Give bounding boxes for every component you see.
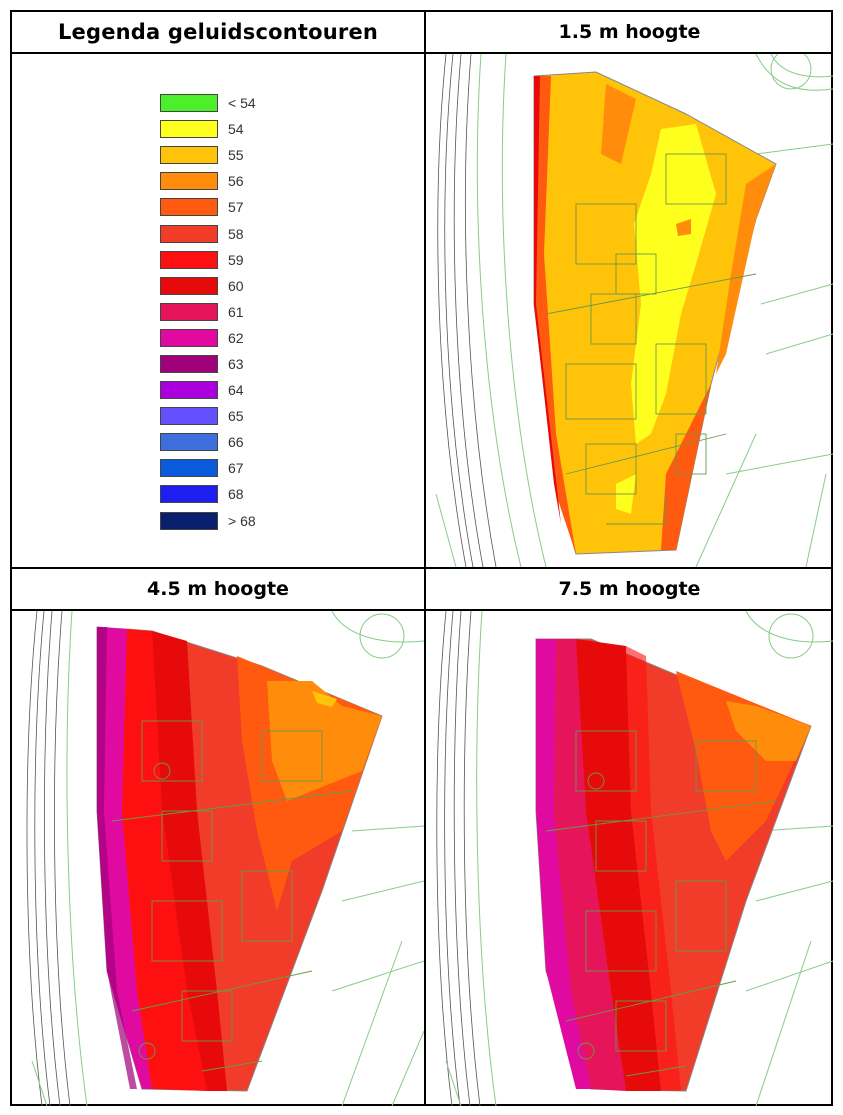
legend-swatch	[160, 146, 218, 165]
legend-swatch	[160, 407, 218, 426]
legend-item: 57	[160, 194, 256, 220]
legend-label: 61	[228, 303, 244, 320]
legend-label: 68	[228, 486, 244, 503]
legend-swatch	[160, 224, 218, 243]
legend-swatch	[160, 94, 218, 113]
legend-label: 57	[228, 199, 244, 216]
legend-item: 54	[160, 116, 256, 142]
legend-label: 66	[228, 434, 244, 451]
legend-item: 63	[160, 351, 256, 377]
panel-title-7-5m: 7.5 m hoogte	[558, 578, 701, 600]
legend-label: 55	[228, 147, 244, 164]
legend-swatch	[160, 381, 218, 400]
legend-label: 64	[228, 382, 244, 399]
legend-swatch	[160, 120, 218, 139]
legend-item: 66	[160, 429, 256, 455]
legend-swatch	[160, 511, 218, 530]
legend-label: 67	[228, 460, 244, 477]
legend-label: 60	[228, 277, 244, 294]
legend-swatch	[160, 433, 218, 452]
legend-label: 56	[228, 173, 244, 190]
legend-swatch	[160, 459, 218, 478]
noise-map-1-5m	[435, 54, 833, 567]
legend-item: 58	[160, 220, 256, 246]
legend-item: 68	[160, 481, 256, 507]
legend-label: > 68	[228, 512, 256, 529]
legend-item: 59	[160, 247, 256, 273]
map-panel-4-5m	[12, 611, 424, 1106]
legend-title: Legenda geluidscontouren	[57, 20, 379, 44]
legend-item: 56	[160, 168, 256, 194]
panel-title-1-5m: 1.5 m hoogte	[558, 21, 701, 43]
map-panel-7-5m	[426, 611, 833, 1106]
legend-label: 62	[228, 329, 244, 346]
legend-item: < 54	[160, 90, 256, 116]
noise-map-7-5m	[436, 611, 833, 1106]
legend-label: 65	[228, 408, 244, 425]
legend-swatch	[160, 198, 218, 217]
legend-swatch	[160, 276, 218, 295]
legend-swatch	[160, 172, 218, 191]
column-divider	[424, 12, 426, 1104]
row-divider-bottom	[12, 609, 831, 611]
legend-item: 61	[160, 299, 256, 325]
legend-item: 62	[160, 325, 256, 351]
noise-map-4-5m	[26, 611, 424, 1106]
legend-label: 58	[228, 225, 244, 242]
legend-swatch	[160, 302, 218, 321]
legend-label: < 54	[228, 95, 256, 112]
legend-item: 64	[160, 377, 256, 403]
legend-item: 55	[160, 142, 256, 168]
legend-swatch	[160, 485, 218, 504]
legend-item: > 68	[160, 508, 256, 534]
legend-label: 54	[228, 121, 244, 138]
legend-swatch	[160, 354, 218, 373]
legend-item: 60	[160, 273, 256, 299]
row-divider-top	[12, 52, 831, 54]
map-panel-1-5m	[426, 54, 833, 567]
legend-label: 63	[228, 355, 244, 372]
legend-label: 59	[228, 251, 244, 268]
legend-swatch	[160, 328, 218, 347]
contour-table: Legenda geluidscontouren 1.5 m hoogte 4.…	[10, 10, 833, 1106]
row-divider-middle	[12, 567, 831, 569]
panel-title-4-5m: 4.5 m hoogte	[147, 578, 289, 600]
legend-item: 65	[160, 403, 256, 429]
legend-item: 67	[160, 455, 256, 481]
legend: < 54 54 55 56 57 58 59 60 61 62 63 64 65 66 67 68 > 68	[160, 90, 256, 534]
legend-swatch	[160, 250, 218, 269]
